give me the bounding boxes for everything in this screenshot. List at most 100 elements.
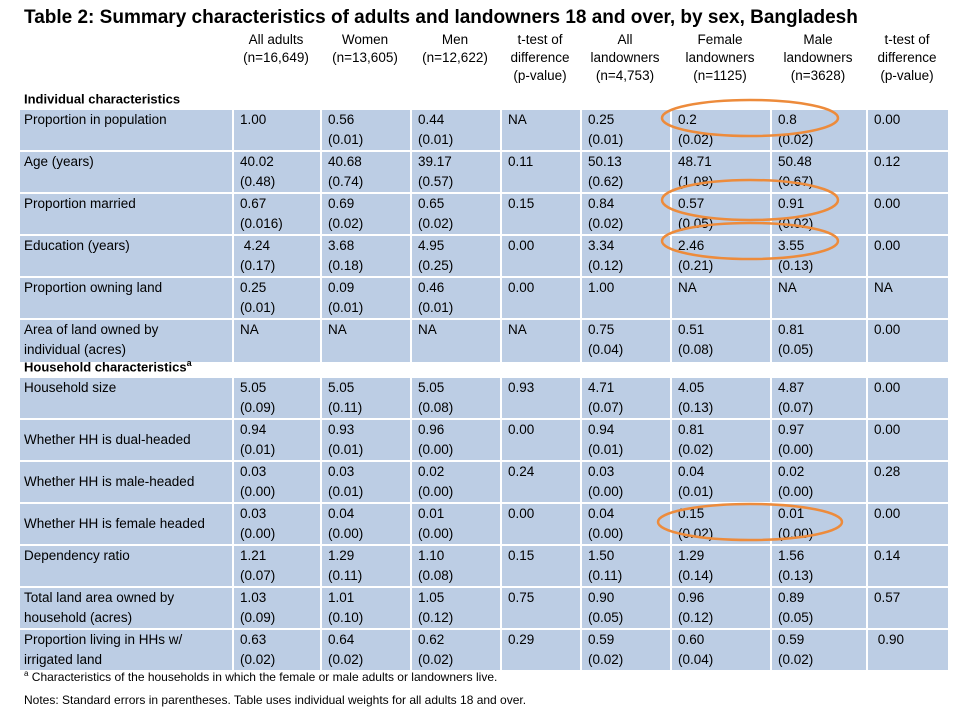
column-header-line: difference bbox=[877, 50, 937, 65]
column-header-line: (n=16,649) bbox=[243, 50, 309, 65]
table-cell: 0.15 bbox=[500, 192, 582, 236]
cell-standard-error: (0.01) bbox=[418, 132, 454, 147]
cell-value: 0.2 bbox=[678, 112, 697, 127]
cell-value: 5.05 bbox=[418, 380, 445, 395]
cell-standard-error: (0.02) bbox=[588, 652, 624, 667]
cell-value: 0.81 bbox=[678, 422, 705, 437]
table-cell: 4.71 (0.07) bbox=[580, 376, 672, 420]
column-header-line: Men bbox=[441, 32, 469, 47]
table-cell: 0.04 (0.00) bbox=[580, 502, 672, 546]
column-header-line: landowners bbox=[685, 50, 755, 65]
table-cell: NA bbox=[410, 318, 502, 364]
cell-value: 0.63 bbox=[240, 632, 267, 647]
table-title: Table 2: Summary characteristics of adul… bbox=[24, 7, 858, 28]
row-label-line: Dependency ratio bbox=[24, 548, 130, 563]
table-cell: 0.02 (0.00) bbox=[410, 460, 502, 504]
table-cell: 0.00 bbox=[866, 376, 950, 420]
cell-standard-error: (0.00) bbox=[588, 484, 624, 499]
cell-standard-error: (0.02) bbox=[778, 216, 814, 231]
row-label-line: Whether HH is female headed bbox=[24, 516, 205, 531]
table-cell: 0.59 (0.02) bbox=[770, 628, 868, 672]
cell-value: 0.8 bbox=[778, 112, 797, 127]
table-cell: 1.21 (0.07) bbox=[232, 544, 322, 588]
cell-standard-error: (0.02) bbox=[240, 652, 276, 667]
row-label-line: Proportion married bbox=[24, 196, 136, 211]
table-cell: 0.94 (0.01) bbox=[232, 418, 322, 462]
column-header: t-test of difference (p-value) bbox=[500, 31, 580, 85]
cell-value: 0.12 bbox=[874, 154, 901, 169]
cell-standard-error: (0.00) bbox=[328, 526, 364, 541]
cell-value: 0.15 bbox=[508, 548, 535, 563]
table-cell: 0.00 bbox=[866, 108, 950, 152]
table-cell: NA bbox=[500, 318, 582, 364]
cell-standard-error: (0.00) bbox=[418, 484, 454, 499]
cell-standard-error: (0.07) bbox=[240, 568, 276, 583]
table-cell: 0.81 (0.02) bbox=[670, 418, 772, 462]
cell-standard-error: (0.18) bbox=[328, 258, 364, 273]
cell-value: NA bbox=[508, 322, 527, 337]
table-cell: 1.29 (0.11) bbox=[320, 544, 412, 588]
cell-standard-error: (0.13) bbox=[678, 400, 714, 415]
cell-standard-error: (0.21) bbox=[678, 258, 714, 273]
cell-standard-error: (0.04) bbox=[678, 652, 714, 667]
cell-value: 0.59 bbox=[778, 632, 805, 647]
column-header-line: difference bbox=[510, 50, 570, 65]
table-cell: 1.01 (0.10) bbox=[320, 586, 412, 630]
cell-value: 1.21 bbox=[240, 548, 267, 563]
cell-value: 0.25 bbox=[240, 280, 267, 295]
cell-standard-error: (0.02) bbox=[328, 216, 364, 231]
table-cell: 0.44 (0.01) bbox=[410, 108, 502, 152]
table-cell: 0.15 (0.02) bbox=[670, 502, 772, 546]
cell-value: 0.93 bbox=[328, 422, 355, 437]
table-cell: 3.55 (0.13) bbox=[770, 234, 868, 278]
cell-value: 0.65 bbox=[418, 196, 445, 211]
cell-value: 5.05 bbox=[240, 380, 267, 395]
table-row: Proportion married 0.67 (0.016) 0.69 (0.02) 0… bbox=[18, 192, 950, 236]
cell-standard-error: (0.02) bbox=[778, 652, 814, 667]
cell-value: 0.00 bbox=[874, 322, 901, 337]
cell-value: 1.01 bbox=[328, 590, 355, 605]
column-header: Men (n=12,622) bbox=[410, 31, 500, 67]
cell-standard-error: (0.12) bbox=[588, 258, 624, 273]
table-cell: 0.25 (0.01) bbox=[580, 108, 672, 152]
cell-standard-error: (0.02) bbox=[778, 132, 814, 147]
cell-standard-error: (0.02) bbox=[418, 652, 454, 667]
column-header: t-test of difference (p-value) bbox=[866, 31, 948, 85]
table-cell: 1.00 bbox=[580, 276, 672, 320]
cell-standard-error: (0.11) bbox=[328, 400, 363, 415]
cell-value: 0.03 bbox=[588, 464, 615, 479]
table-cell: 0.64 (0.02) bbox=[320, 628, 412, 672]
cell-standard-error: (0.00) bbox=[418, 442, 454, 457]
table-cell: 0.09 (0.01) bbox=[320, 276, 412, 320]
row-label: Dependency ratio bbox=[18, 544, 234, 588]
cell-value: 0.00 bbox=[508, 280, 535, 295]
table-cell: 0.96 (0.12) bbox=[670, 586, 772, 630]
column-header-line: landowners bbox=[783, 50, 853, 65]
cell-value: 0.57 bbox=[874, 590, 901, 605]
cell-standard-error: (0.07) bbox=[778, 400, 814, 415]
table-cell: 5.05 (0.08) bbox=[410, 376, 502, 420]
table-cell: NA bbox=[320, 318, 412, 364]
cell-value: 0.62 bbox=[418, 632, 445, 647]
row-label: Proportion living in HHs w/irrigated lan… bbox=[18, 628, 234, 672]
cell-value: 0.00 bbox=[874, 112, 901, 127]
cell-value: 4.05 bbox=[678, 380, 705, 395]
cell-value: 0.00 bbox=[508, 238, 535, 253]
cell-standard-error: (0.02) bbox=[588, 216, 624, 231]
table-cell: 0.00 bbox=[500, 234, 582, 278]
cell-standard-error: (0.67) bbox=[778, 174, 814, 189]
cell-value: 0.75 bbox=[508, 590, 535, 605]
table-cell: 50.13 (0.62) bbox=[580, 150, 672, 194]
cell-value: 3.55 bbox=[778, 238, 805, 253]
cell-standard-error: (0.08) bbox=[678, 342, 714, 357]
table-cell: 0.24 bbox=[500, 460, 582, 504]
column-header-line: (n=4,753) bbox=[595, 68, 655, 83]
column-header-line: (p-value) bbox=[513, 68, 567, 83]
cell-standard-error: (0.00) bbox=[240, 484, 276, 499]
table-cell: 0.60 (0.04) bbox=[670, 628, 772, 672]
cell-standard-error: (0.00) bbox=[240, 526, 276, 541]
table-cell: 0.63 (0.02) bbox=[232, 628, 322, 672]
cell-standard-error: (0.05) bbox=[678, 216, 714, 231]
table-cell: 1.29 (0.14) bbox=[670, 544, 772, 588]
cell-value: 0.03 bbox=[328, 464, 355, 479]
